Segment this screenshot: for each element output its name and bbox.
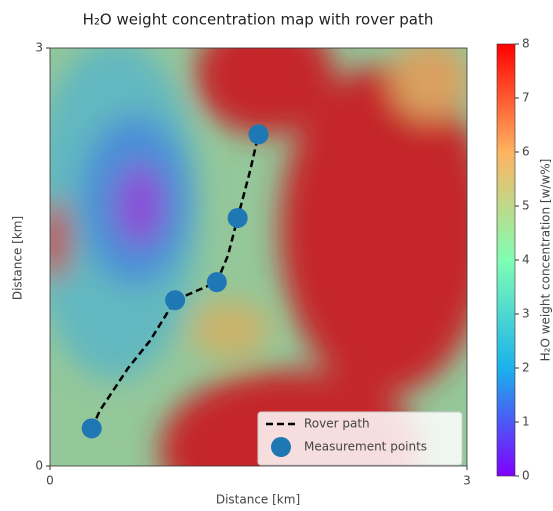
colorbar-tick-label: 0 — [522, 469, 530, 483]
legend: Rover path Measurement points — [258, 412, 462, 465]
y-tick-label: 0 — [35, 459, 43, 473]
chart-title: H₂O weight concentration map with rover … — [83, 11, 434, 29]
colorbar-tick-label: 1 — [522, 415, 530, 429]
colorbar-tick-label: 8 — [522, 37, 530, 51]
colorbar-tick-label: 6 — [522, 145, 530, 159]
measurement-point — [249, 124, 269, 144]
legend-marker — [271, 437, 291, 457]
colorbar-tick-label: 4 — [522, 253, 530, 267]
measurement-point — [82, 418, 102, 438]
colorbar-tick-label: 2 — [522, 361, 530, 375]
measurement-point — [165, 290, 185, 310]
y-axis-label: Distance [km] — [11, 216, 25, 300]
colorbar — [497, 44, 515, 476]
colorbar-label: H₂O weight concentration [w/w%] — [539, 159, 553, 362]
legend-label: Measurement points — [304, 440, 427, 454]
measurement-point — [228, 208, 248, 228]
colorbar-tick-label: 7 — [522, 91, 530, 105]
measurement-point — [207, 272, 227, 292]
y-tick-label: 3 — [35, 41, 43, 55]
colorbar-tick-label: 3 — [522, 307, 530, 321]
x-tick-label: 3 — [463, 474, 471, 488]
colorbar-tick-label: 5 — [522, 199, 530, 213]
x-axis-label: Distance [km] — [216, 493, 300, 507]
x-tick-label: 0 — [46, 474, 54, 488]
chart: H₂O weight concentration map with rover … — [0, 0, 553, 511]
legend-label: Rover path — [304, 417, 370, 431]
